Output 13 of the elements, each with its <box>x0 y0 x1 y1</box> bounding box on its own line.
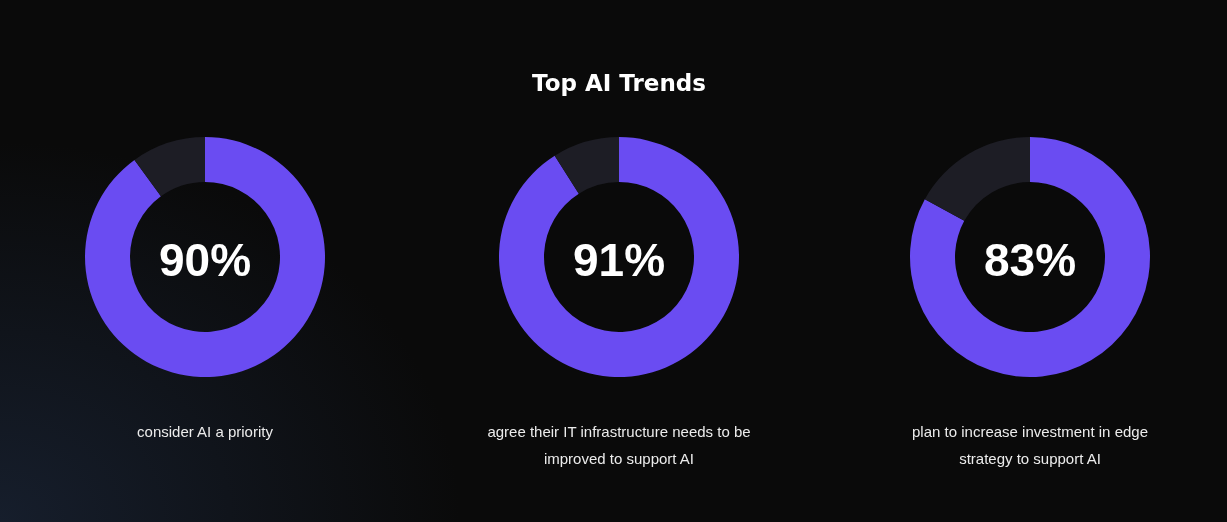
chart-title: Top AI Trends <box>532 70 706 96</box>
data-label: 91% <box>572 234 666 286</box>
data-label: 90% <box>158 234 252 286</box>
donut-slice <box>554 137 619 194</box>
donut-slice <box>134 137 205 197</box>
data-label: 83% <box>983 234 1077 286</box>
donut-slice <box>910 137 1150 377</box>
donut-slice <box>499 137 739 377</box>
donut-slice <box>85 137 325 377</box>
donut-slice <box>924 137 1030 221</box>
text: agree their IT infrastructure needs to be improved to support AI <box>487 423 751 467</box>
text: plan to increase investment in edge strategy to support AI <box>912 423 1148 467</box>
text: consider AI a priority <box>137 423 274 440</box>
